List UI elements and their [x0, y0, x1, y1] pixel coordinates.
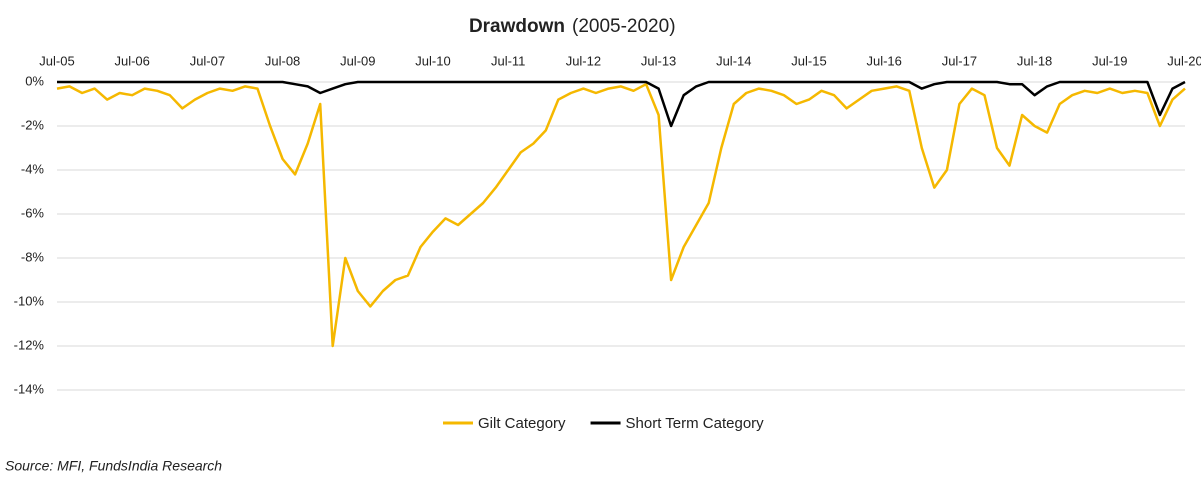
line-series [56, 82, 1186, 348]
legend-label: Gilt Category [478, 415, 566, 432]
x-tick-label: Jul-18 [1017, 53, 1052, 68]
y-tick-label: -6% [21, 205, 45, 220]
chart-subtitle: (2005-2020) [572, 16, 676, 37]
y-tick-label: -14% [14, 381, 45, 396]
x-tick-label: Jul-14 [716, 53, 751, 68]
y-tick-label: 0% [25, 73, 44, 88]
x-tick-label: Jul-05 [39, 53, 74, 68]
x-tick-label: Jul-10 [415, 53, 450, 68]
x-tick-label: Jul-06 [114, 53, 149, 68]
x-tick-label: Jul-20 [1167, 53, 1201, 68]
y-tick-label: -4% [21, 161, 45, 176]
x-tick-label: Jul-19 [1092, 53, 1127, 68]
x-tick-label: Jul-08 [265, 53, 300, 68]
x-tick-label: Jul-07 [190, 53, 225, 68]
x-tick-label: Jul-15 [791, 53, 826, 68]
x-tick-label: Jul-09 [340, 53, 375, 68]
x-tick-label: Jul-17 [942, 53, 977, 68]
y-tick-label: -10% [14, 293, 45, 308]
x-tick-label: Jul-16 [866, 53, 901, 68]
legend-label: Short Term Category [626, 415, 765, 432]
x-tick-label: Jul-11 [491, 53, 525, 68]
line-series [57, 80, 1186, 128]
chart-title: Drawdown [469, 16, 565, 37]
x-tick-label: Jul-12 [566, 53, 601, 68]
y-tick-label: -2% [21, 117, 45, 132]
y-tick-label: -12% [14, 337, 45, 352]
x-tick-label: Jul-13 [641, 53, 676, 68]
y-tick-label: -8% [21, 249, 45, 264]
source-note: Source: MFI, FundsIndia Research [5, 458, 222, 474]
